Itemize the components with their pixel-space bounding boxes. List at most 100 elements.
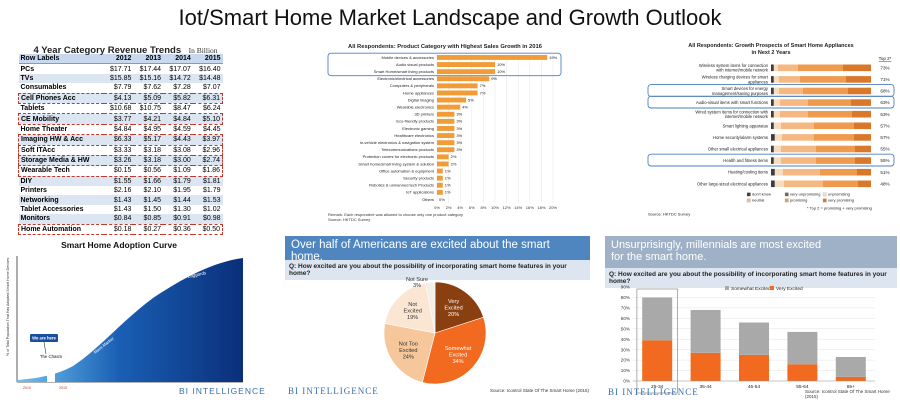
legend-label: don't know (752, 192, 771, 197)
chasm-label: The Chasm (40, 354, 63, 359)
stacked-segment (774, 64, 778, 72)
table-row: TVs $15.85 $15.16 $14.72 $14.48 (18, 73, 223, 84)
stacked-segment (774, 134, 775, 141)
column-header: 2013 (133, 54, 164, 65)
category-label: Other small electrical appliances (708, 147, 768, 152)
revenue-cell: $1.09 (163, 165, 193, 177)
stacked-segment (779, 87, 803, 95)
sales-growth-chart: All Respondents: Product Category with H… (327, 44, 562, 222)
legend-label: Somewhat Excited (731, 286, 771, 292)
bar-value-label: 9% (491, 76, 497, 81)
slice-label: Very (448, 299, 459, 305)
stacked-segment (774, 168, 775, 176)
bar-value-label: 3% (456, 140, 462, 145)
revenue-cell: $0.84 (103, 214, 134, 225)
slice-label: 19% (407, 315, 418, 321)
bar (437, 161, 449, 167)
tick-label: 12% (503, 205, 511, 210)
adoption-area (17, 258, 243, 382)
stacked-segment (771, 157, 773, 164)
chart-remark: Remark: Each respondent was allowed to c… (328, 212, 463, 217)
slice-label: Excited (444, 305, 462, 311)
y-tick-label: 20% (621, 358, 630, 363)
stacked-segment (775, 180, 784, 188)
tick-label: 16% (526, 205, 534, 210)
revenue-cell: $0.56 (133, 165, 164, 177)
stacked-segment (858, 180, 871, 188)
chart-title: Smart Home Adoption Curve (61, 240, 177, 250)
millennials-banner-line2: for the smart home. (611, 251, 707, 263)
revenue-cell: $4.84 (113, 125, 132, 133)
stacked-segment (814, 134, 854, 141)
table-row: Imaging HW & Acc $6.33 $5.17 $4.43 $3.97 (17, 134, 223, 146)
stacked-segment (775, 168, 783, 176)
stacked-segment (773, 99, 774, 106)
top2-value: 51% (880, 170, 889, 175)
tick-label: 4% (457, 205, 463, 210)
x-tick-label: 55-64 (796, 384, 809, 390)
pie-slice (383, 323, 436, 383)
revenue-cell: $7.28 (173, 84, 191, 92)
column-header: 2012 (103, 54, 134, 65)
highlight-box (647, 95, 895, 109)
bar (437, 154, 449, 160)
bar-value-label: 3% (456, 126, 462, 131)
revenue-cell: $3.08 (163, 144, 193, 156)
adoption-curve-chart: Smart Home Adoption Curve % of Total Popu… (6, 240, 265, 396)
slice-label: 3% (413, 283, 421, 289)
millennials-question: Q: How excited are you about the possibi… (605, 268, 897, 288)
y-tick-label: 30% (621, 347, 630, 352)
top2-value: 48% (880, 181, 889, 186)
top2-value: 57% (880, 135, 889, 140)
category-label: management/saving purposes (712, 91, 768, 96)
x-tick-label: 2010 (23, 386, 31, 390)
category-label: Smart Home/smart living products (374, 69, 434, 74)
table-row: PCs $17.71 $17.44 $17.07 $16.40 (19, 64, 223, 74)
bar (437, 104, 461, 110)
chart-title: All Respondents: Growth Prospects of Sma… (688, 43, 853, 49)
table-row: Home Automation $0.18 $0.27 $0.36 $0.50 (17, 223, 223, 236)
tick-label: 18% (537, 205, 545, 210)
revenue-cell: $7.62 (143, 84, 162, 92)
row-label: Monitors (18, 214, 104, 225)
y-tick-label: 70% (621, 305, 630, 310)
legend-swatch (725, 286, 729, 290)
legend-swatch (770, 286, 774, 290)
bar-value-label: 1% (445, 190, 451, 195)
stacked-bar-segment (690, 309, 721, 353)
stacked-segment (816, 157, 855, 164)
table-row: Soft ITAcc $3.33 $3.18 $3.08 $2.96 (17, 144, 223, 156)
y-tick-label: 50% (621, 326, 630, 331)
stacked-segment (773, 157, 774, 164)
row-label: Printers (20, 187, 47, 195)
stacked-segment (774, 122, 781, 130)
bar-value-label: 1% (445, 183, 451, 188)
category-label: Smart lighting apparatus (723, 123, 768, 128)
highlight-box (636, 288, 678, 394)
revenue-table-heading: 4 Year Category Revenue Trends In Billio… (18, 40, 233, 56)
column-header: 2015 (192, 54, 223, 65)
pie-slice (425, 281, 436, 334)
revenue-cell: $6.24 (202, 105, 221, 113)
stacked-bar-segment (787, 364, 818, 381)
category-label: Audio-visual items with smart functions (696, 100, 768, 105)
stacked-segment (774, 180, 775, 188)
revenue-cell: $2.16 (113, 187, 132, 195)
stacked-segment (857, 168, 871, 176)
growth-prospects-panel: All Respondents: Growth Prospects of Sma… (647, 40, 895, 235)
stacked-segment (773, 110, 774, 118)
bar-value-label: 19% (549, 55, 557, 60)
revenue-cell: $4.45 (202, 125, 221, 133)
revenue-cell: $3.18 (133, 154, 164, 167)
row-label: Cell Phones Acc (17, 92, 104, 104)
legend-swatch (746, 192, 751, 197)
stacked-segment (855, 157, 871, 164)
pie-panel: Over half of Americans are excited about… (285, 236, 590, 398)
y-tick-label: 0% (623, 379, 630, 384)
x-tick-label: 35-44 (699, 384, 712, 390)
bar-value-label: 0% (439, 197, 445, 202)
row-label: Consumables (20, 84, 67, 92)
legend-label: Very Excited (776, 286, 803, 292)
stacked-segment (798, 64, 843, 72)
bar (437, 182, 443, 188)
